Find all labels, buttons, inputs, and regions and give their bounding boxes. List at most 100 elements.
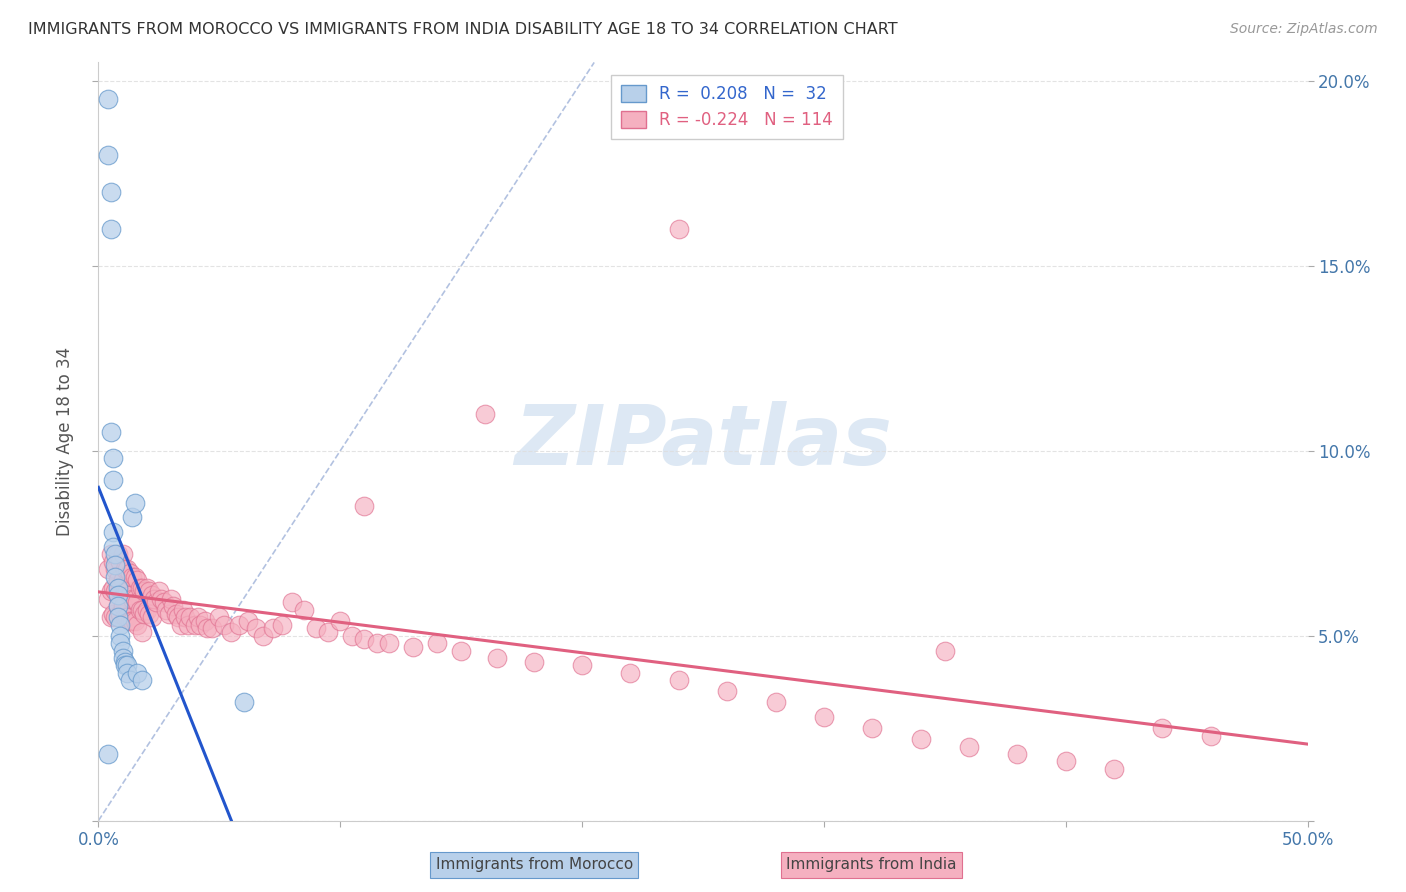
Point [188,617,211,632]
Point [104,584,127,599]
Point [100,584,122,599]
Point [111,547,134,561]
Point [165,607,187,621]
Point [101,555,124,569]
Point [184,617,207,632]
Point [107,581,129,595]
Point [108,555,131,569]
Point [104,562,127,576]
Point [108,581,131,595]
Point [271,617,294,632]
Point [212,617,235,632]
Point [128,581,150,595]
Point [101,581,124,595]
Point [118,566,141,580]
Point [124,569,146,583]
Point [97,92,120,106]
Point [187,610,209,624]
Point [101,451,124,466]
Point [162,599,184,614]
Point [353,632,375,647]
Point [366,636,388,650]
Point [305,621,328,635]
Point [101,474,124,488]
Point [97,591,120,606]
Point [174,610,197,624]
Point [114,562,136,576]
Point [143,591,166,606]
Point [167,610,190,624]
Point [108,607,131,621]
Legend: R =  0.208   N =  32, R = -0.224   N = 114: R = 0.208 N = 32, R = -0.224 N = 114 [612,75,844,139]
Point [169,617,191,632]
Point [121,614,143,628]
Point [107,599,129,614]
Point [474,407,496,421]
Point [124,614,146,628]
Point [118,588,141,602]
Point [619,665,641,680]
Point [107,573,129,587]
Point [104,610,127,624]
Point [101,540,124,554]
Point [127,665,149,680]
Point [486,651,509,665]
Point [101,607,124,621]
Point [934,643,956,657]
Point [127,595,149,609]
Point [1007,747,1029,761]
Point [134,607,156,621]
Point [121,569,143,583]
Point [107,610,129,624]
Point [124,591,146,606]
Text: ZIPatlas: ZIPatlas [515,401,891,482]
Point [118,614,141,628]
Point [292,603,315,617]
Point [131,673,153,687]
Point [100,425,122,440]
Point [152,595,174,609]
Point [97,148,120,162]
Point [111,651,134,665]
Point [107,599,129,614]
Point [1199,729,1222,743]
Point [1054,755,1077,769]
Text: IMMIGRANTS FROM MOROCCO VS IMMIGRANTS FROM INDIA DISABILITY AGE 18 TO 34 CORRELA: IMMIGRANTS FROM MOROCCO VS IMMIGRANTS FR… [28,22,898,37]
Point [108,617,131,632]
Point [117,658,139,673]
Text: Immigrants from India: Immigrants from India [786,857,957,872]
Point [172,603,194,617]
Point [114,610,136,624]
Point [262,621,284,635]
Point [114,655,136,669]
Point [135,581,157,595]
Text: Immigrants from Morocco: Immigrants from Morocco [436,857,633,872]
Point [108,629,131,643]
Point [114,658,136,673]
Point [127,573,149,587]
Point [329,614,352,628]
Point [138,607,160,621]
Point [668,222,690,236]
Text: Source: ZipAtlas.com: Source: ZipAtlas.com [1230,22,1378,37]
Point [124,495,146,509]
Point [111,643,134,657]
Y-axis label: Disability Age 18 to 34: Disability Age 18 to 34 [56,347,75,536]
Point [194,614,217,628]
Point [232,695,254,709]
Point [208,610,231,624]
Point [117,562,139,576]
Point [127,617,149,632]
Point [157,607,180,621]
Point [716,684,738,698]
Point [107,547,129,561]
Point [117,584,139,599]
Point [150,591,173,606]
Point [252,629,274,643]
Point [135,603,157,617]
Point [117,610,139,624]
Point [148,584,170,599]
Point [179,610,201,624]
Point [108,636,131,650]
Point [101,525,124,540]
